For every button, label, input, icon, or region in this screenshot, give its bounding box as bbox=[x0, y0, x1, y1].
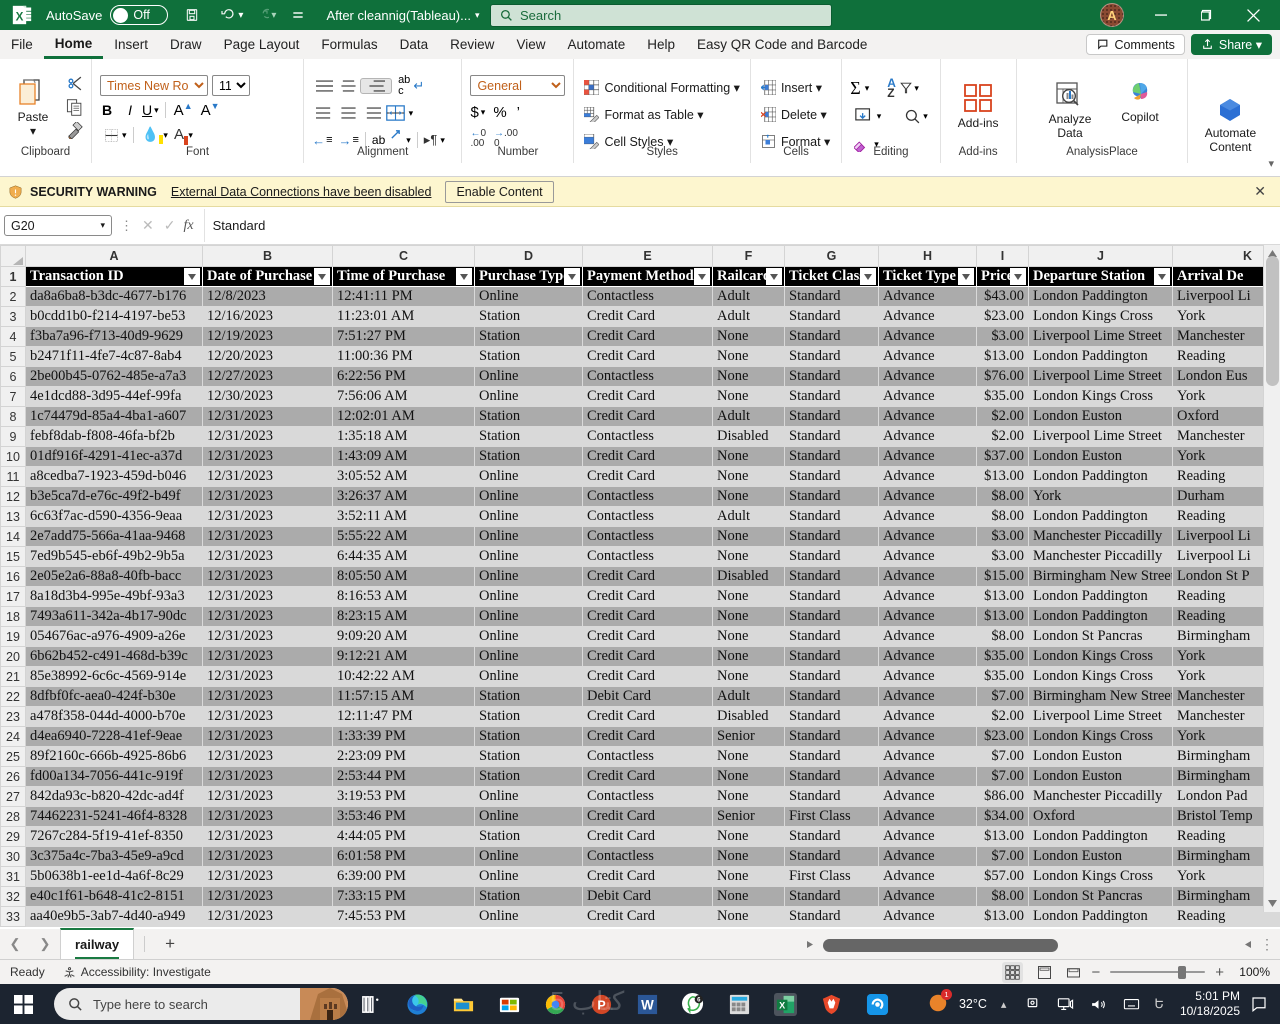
svg-text:W: W bbox=[641, 997, 654, 1012]
svg-text:X: X bbox=[16, 10, 24, 23]
svg-text:X: X bbox=[779, 1000, 785, 1010]
